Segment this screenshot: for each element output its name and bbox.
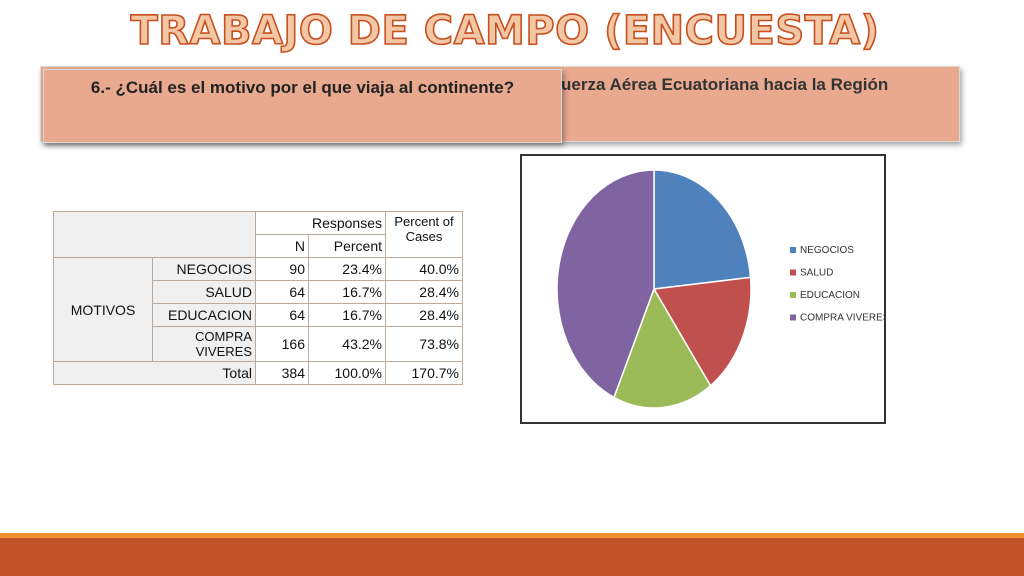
total-cases: 170.7%	[385, 361, 463, 385]
row-percent: 23.4%	[308, 257, 386, 281]
table-row: SALUD 64 16.7% 28.4%	[54, 280, 463, 304]
header-n: N	[255, 234, 309, 258]
row-n: 64	[255, 280, 309, 304]
total-label: Total	[53, 361, 256, 385]
row-label: COMPRA VIVERES	[152, 326, 256, 362]
total-n: 384	[255, 361, 309, 385]
slide-title: TRABAJO DE CAMPO (ENCUESTA)	[130, 7, 880, 55]
row-n: 64	[255, 303, 309, 327]
row-percent: 16.7%	[308, 280, 386, 304]
row-cases: 28.4%	[385, 280, 463, 304]
question-text: 6.- ¿Cuál es el motivo por el que viaja …	[90, 78, 515, 97]
pie-slice-compra-viveres	[556, 169, 655, 399]
legend-swatch	[790, 247, 796, 253]
table-row: COMPRA VIVERES 166 43.2% 73.8%	[54, 326, 463, 362]
header-percent-of-cases: Percent of Cases	[385, 211, 463, 258]
table-corner	[53, 211, 256, 258]
legend-swatch	[790, 292, 796, 298]
group-label: MOTIVOS	[53, 257, 153, 362]
frequency-table: Responses Percent of Cases N Percent MOT…	[53, 211, 463, 385]
row-cases: 73.8%	[385, 326, 463, 362]
table-row: EDUCACION 64 16.7% 28.4%	[54, 303, 463, 327]
row-percent: 43.2%	[308, 326, 386, 362]
row-cases: 40.0%	[385, 257, 463, 281]
row-cases: 28.4%	[385, 303, 463, 327]
pie-slice-negocios	[653, 169, 752, 290]
legend-label: EDUCACION	[800, 290, 860, 301]
pie-slice-salud	[652, 276, 752, 387]
row-n: 166	[255, 326, 309, 362]
row-label: EDUCACION	[152, 303, 256, 327]
footer-accent-line	[0, 533, 1024, 538]
legend-swatch	[790, 269, 796, 276]
header-percent: Percent	[308, 234, 386, 258]
row-label: NEGOCIOS	[152, 257, 256, 281]
pie-chart-frame: NEGOCIOS SALUD EDUCACION COMPRA VIVERES	[520, 154, 886, 424]
back-question-text: uerza Aérea Ecuatoriana hacia la Región	[561, 75, 889, 94]
total-percent: 100.0%	[308, 361, 386, 385]
total-row: Total 384 100.0% 170.7%	[53, 361, 463, 385]
row-label: SALUD	[152, 280, 256, 304]
legend-label: NEGOCIOS	[800, 245, 854, 256]
legend-swatch	[790, 314, 796, 321]
legend-label: COMPRA VIVERES	[800, 313, 884, 324]
pie-chart: NEGOCIOS SALUD EDUCACION COMPRA VIVERES	[556, 169, 884, 409]
header-responses: Responses	[255, 211, 386, 235]
row-percent: 16.7%	[308, 303, 386, 327]
row-n: 90	[255, 257, 309, 281]
legend-label: SALUD	[800, 268, 833, 279]
question-box: 6.- ¿Cuál es el motivo por el que viaja …	[43, 69, 562, 143]
footer-bar	[0, 538, 1024, 576]
table-row: MOTIVOS NEGOCIOS 90 23.4% 40.0%	[53, 257, 463, 362]
pie-slice-educacion	[613, 287, 712, 409]
